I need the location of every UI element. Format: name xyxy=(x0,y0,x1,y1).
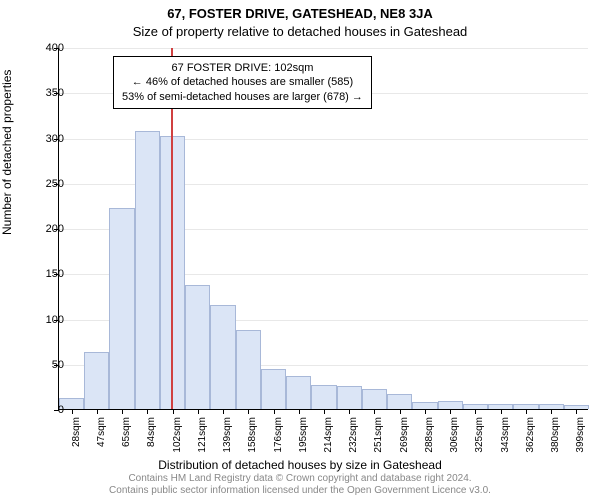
x-tick-label: 84sqm xyxy=(146,417,157,457)
annotation-line3: 53% of semi-detached houses are larger (… xyxy=(122,90,363,104)
x-tick-mark xyxy=(147,409,148,414)
histogram-bar xyxy=(261,369,286,409)
x-tick-mark xyxy=(576,409,577,414)
y-tick-label: 100 xyxy=(46,314,64,326)
x-tick-mark xyxy=(425,409,426,414)
x-tick-mark xyxy=(97,409,98,414)
y-tick-label: 300 xyxy=(46,133,64,145)
chart-title-sub: Size of property relative to detached ho… xyxy=(0,24,600,39)
x-tick-mark xyxy=(274,409,275,414)
x-tick-mark xyxy=(450,409,451,414)
annotation-line2: ← 46% of detached houses are smaller (58… xyxy=(122,75,363,89)
x-tick-mark xyxy=(526,409,527,414)
annotation-line1: 67 FOSTER DRIVE: 102sqm xyxy=(122,61,363,75)
x-tick-label: 288sqm xyxy=(424,417,435,457)
x-tick-label: 232sqm xyxy=(348,417,359,457)
y-tick-label: 200 xyxy=(46,223,64,235)
histogram-bar xyxy=(236,330,261,409)
y-tick-label: 400 xyxy=(46,42,64,54)
histogram-bar xyxy=(84,352,109,409)
x-axis-label: Distribution of detached houses by size … xyxy=(0,458,600,472)
x-tick-mark xyxy=(223,409,224,414)
histogram-bar xyxy=(311,385,336,409)
x-tick-mark xyxy=(173,409,174,414)
x-tick-mark xyxy=(349,409,350,414)
histogram-bar xyxy=(135,131,160,409)
y-tick-label: 0 xyxy=(58,404,64,416)
y-axis-label: Number of detached properties xyxy=(0,70,14,235)
histogram-bar xyxy=(185,285,210,409)
histogram-bar xyxy=(412,402,437,409)
x-tick-label: 195sqm xyxy=(298,417,309,457)
histogram-bar xyxy=(387,394,412,409)
x-tick-mark xyxy=(374,409,375,414)
x-tick-mark xyxy=(72,409,73,414)
x-tick-mark xyxy=(400,409,401,414)
x-tick-mark xyxy=(475,409,476,414)
x-tick-mark xyxy=(198,409,199,414)
y-tick-label: 50 xyxy=(52,359,64,371)
histogram-bar xyxy=(109,208,134,409)
annotation-box: 67 FOSTER DRIVE: 102sqm← 46% of detached… xyxy=(113,56,372,109)
histogram-bar xyxy=(210,305,235,409)
x-tick-label: 28sqm xyxy=(71,417,82,457)
x-tick-label: 251sqm xyxy=(373,417,384,457)
x-tick-label: 325sqm xyxy=(474,417,485,457)
x-tick-label: 214sqm xyxy=(323,417,334,457)
x-tick-mark xyxy=(324,409,325,414)
x-tick-label: 158sqm xyxy=(247,417,258,457)
histogram-bar xyxy=(337,386,362,409)
x-tick-label: 269sqm xyxy=(399,417,410,457)
histogram-bar xyxy=(438,401,463,409)
gridline xyxy=(59,48,588,49)
x-tick-label: 65sqm xyxy=(121,417,132,457)
x-tick-mark xyxy=(248,409,249,414)
x-tick-label: 121sqm xyxy=(197,417,208,457)
x-tick-mark xyxy=(122,409,123,414)
x-tick-mark xyxy=(551,409,552,414)
x-tick-label: 399sqm xyxy=(575,417,586,457)
x-tick-label: 306sqm xyxy=(449,417,460,457)
x-tick-label: 139sqm xyxy=(222,417,233,457)
histogram-bar xyxy=(286,376,311,409)
y-tick-label: 150 xyxy=(46,268,64,280)
histogram-bar xyxy=(362,389,387,409)
footer-line2: Contains public sector information licen… xyxy=(109,485,491,496)
x-tick-label: 176sqm xyxy=(273,417,284,457)
x-tick-label: 380sqm xyxy=(550,417,561,457)
chart-title-main: 67, FOSTER DRIVE, GATESHEAD, NE8 3JA xyxy=(0,6,600,21)
chart-container: 67, FOSTER DRIVE, GATESHEAD, NE8 3JA Siz… xyxy=(0,0,600,500)
x-tick-mark xyxy=(299,409,300,414)
footer-line1: Contains HM Land Registry data © Crown c… xyxy=(128,473,471,484)
x-tick-label: 362sqm xyxy=(525,417,536,457)
y-tick-label: 350 xyxy=(46,87,64,99)
x-tick-label: 343sqm xyxy=(500,417,511,457)
x-tick-label: 47sqm xyxy=(96,417,107,457)
x-tick-label: 102sqm xyxy=(172,417,183,457)
footer-attribution: Contains HM Land Registry data © Crown c… xyxy=(0,473,600,497)
y-tick-label: 250 xyxy=(46,178,64,190)
x-tick-mark xyxy=(501,409,502,414)
